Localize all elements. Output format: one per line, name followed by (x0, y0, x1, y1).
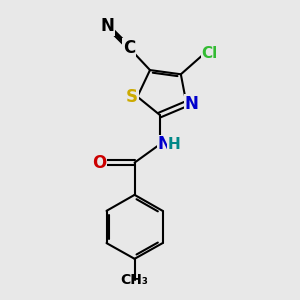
Text: CH₃: CH₃ (121, 273, 148, 287)
Text: Cl: Cl (202, 46, 218, 61)
Text: C: C (123, 39, 135, 57)
Text: N: N (184, 95, 198, 113)
Text: H: H (168, 137, 181, 152)
Text: N: N (158, 135, 172, 153)
Text: N: N (100, 17, 114, 35)
Text: O: O (92, 154, 106, 172)
Text: S: S (126, 88, 138, 106)
